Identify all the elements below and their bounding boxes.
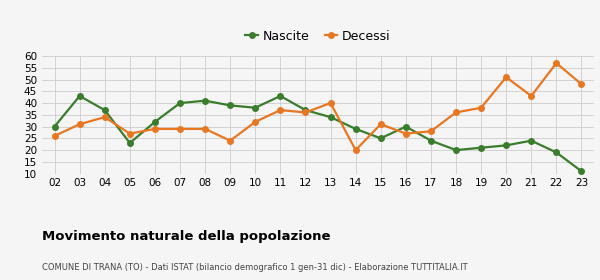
Nascite <box>101 108 109 112</box>
Decessi <box>527 94 535 98</box>
Decessi <box>227 139 234 142</box>
Nascite <box>503 144 510 147</box>
Nascite <box>377 137 385 140</box>
Decessi <box>427 130 434 133</box>
Nascite <box>227 104 234 107</box>
Decessi <box>76 123 83 126</box>
Nascite <box>327 115 334 119</box>
Decessi <box>503 76 510 79</box>
Decessi <box>202 127 209 130</box>
Decessi <box>478 106 485 109</box>
Decessi <box>51 134 58 138</box>
Text: Movimento naturale della popolazione: Movimento naturale della popolazione <box>42 230 331 242</box>
Line: Nascite: Nascite <box>52 93 584 174</box>
Nascite <box>126 141 133 145</box>
Decessi <box>352 148 359 152</box>
Nascite <box>76 94 83 98</box>
Nascite <box>578 170 585 173</box>
Legend: Nascite, Decessi: Nascite, Decessi <box>241 25 395 48</box>
Nascite <box>151 120 158 123</box>
Nascite <box>452 148 460 152</box>
Decessi <box>553 61 560 65</box>
Nascite <box>51 125 58 128</box>
Nascite <box>352 127 359 130</box>
Decessi <box>251 120 259 123</box>
Nascite <box>202 99 209 102</box>
Nascite <box>277 94 284 98</box>
Decessi <box>151 127 158 130</box>
Decessi <box>578 83 585 86</box>
Decessi <box>377 123 385 126</box>
Nascite <box>553 151 560 154</box>
Nascite <box>402 125 409 128</box>
Nascite <box>302 108 309 112</box>
Decessi <box>101 115 109 119</box>
Decessi <box>176 127 184 130</box>
Nascite <box>427 139 434 142</box>
Decessi <box>327 101 334 105</box>
Decessi <box>277 108 284 112</box>
Nascite <box>527 139 535 142</box>
Decessi <box>302 111 309 114</box>
Text: COMUNE DI TRANA (TO) - Dati ISTAT (bilancio demografico 1 gen-31 dic) - Elaboraz: COMUNE DI TRANA (TO) - Dati ISTAT (bilan… <box>42 263 467 272</box>
Decessi <box>452 111 460 114</box>
Nascite <box>478 146 485 150</box>
Line: Decessi: Decessi <box>52 60 584 153</box>
Nascite <box>251 106 259 109</box>
Nascite <box>176 101 184 105</box>
Decessi <box>402 132 409 135</box>
Decessi <box>126 132 133 135</box>
